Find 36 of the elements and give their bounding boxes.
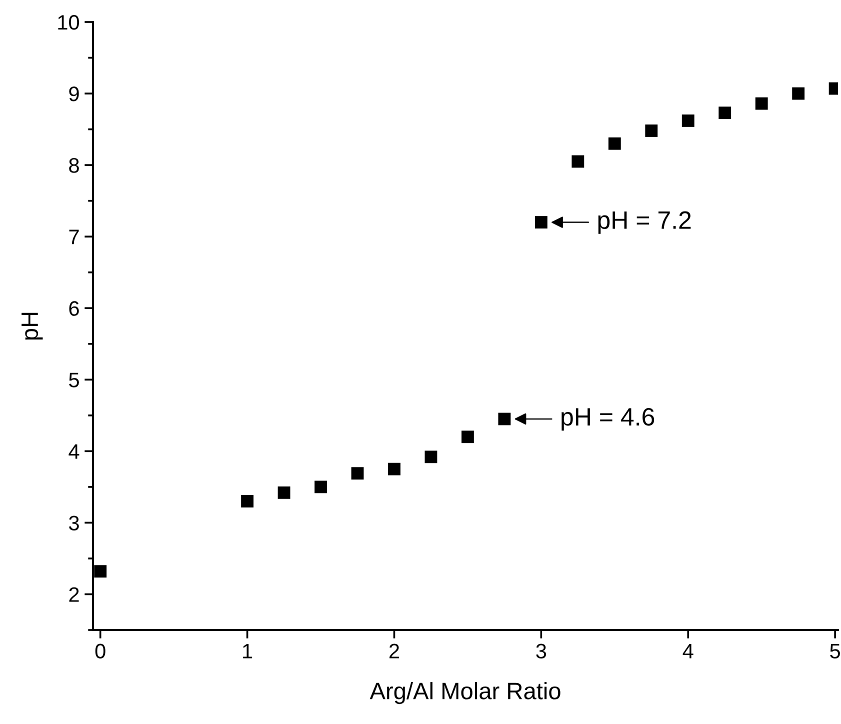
y-tick-label: 3 bbox=[69, 516, 79, 530]
x-tick-label: 2 bbox=[389, 644, 399, 658]
point bbox=[792, 87, 805, 100]
point bbox=[682, 114, 694, 127]
y-tick-label: 4 bbox=[68, 444, 80, 459]
y-tick-label: 8 bbox=[69, 158, 79, 173]
y-tick-label: 5 bbox=[69, 372, 79, 388]
x-tick-label: 5 bbox=[830, 644, 840, 658]
x-tick-label: 1 bbox=[243, 644, 252, 658]
point bbox=[608, 137, 621, 150]
y-tick-label: 7 bbox=[69, 230, 79, 244]
point bbox=[278, 486, 290, 499]
point bbox=[424, 450, 438, 464]
y-tick-label: 6 bbox=[69, 301, 79, 316]
point bbox=[498, 412, 511, 426]
point bbox=[645, 124, 658, 137]
x-tick-label: 0 bbox=[95, 644, 106, 658]
point bbox=[755, 97, 768, 110]
point bbox=[572, 155, 584, 168]
annotation: pH = 4.6 bbox=[562, 408, 654, 431]
point bbox=[718, 106, 732, 120]
point bbox=[388, 462, 400, 476]
point bbox=[94, 565, 107, 578]
point bbox=[241, 495, 254, 508]
y-tick-label: 10 bbox=[58, 15, 79, 30]
y-axis-title: pH bbox=[22, 312, 43, 340]
annotation: pH = 7.2 bbox=[598, 211, 691, 234]
y-tick-label: 2 bbox=[69, 587, 79, 602]
x-axis-title: Arg/Al Molar Ratio bbox=[370, 682, 560, 704]
point bbox=[314, 480, 327, 494]
point bbox=[351, 467, 364, 480]
point bbox=[461, 430, 474, 444]
y-tick-label: 9 bbox=[69, 86, 79, 102]
x-tick-label: 4 bbox=[682, 644, 694, 658]
point bbox=[534, 216, 548, 228]
x-tick-label: 3 bbox=[536, 644, 546, 658]
